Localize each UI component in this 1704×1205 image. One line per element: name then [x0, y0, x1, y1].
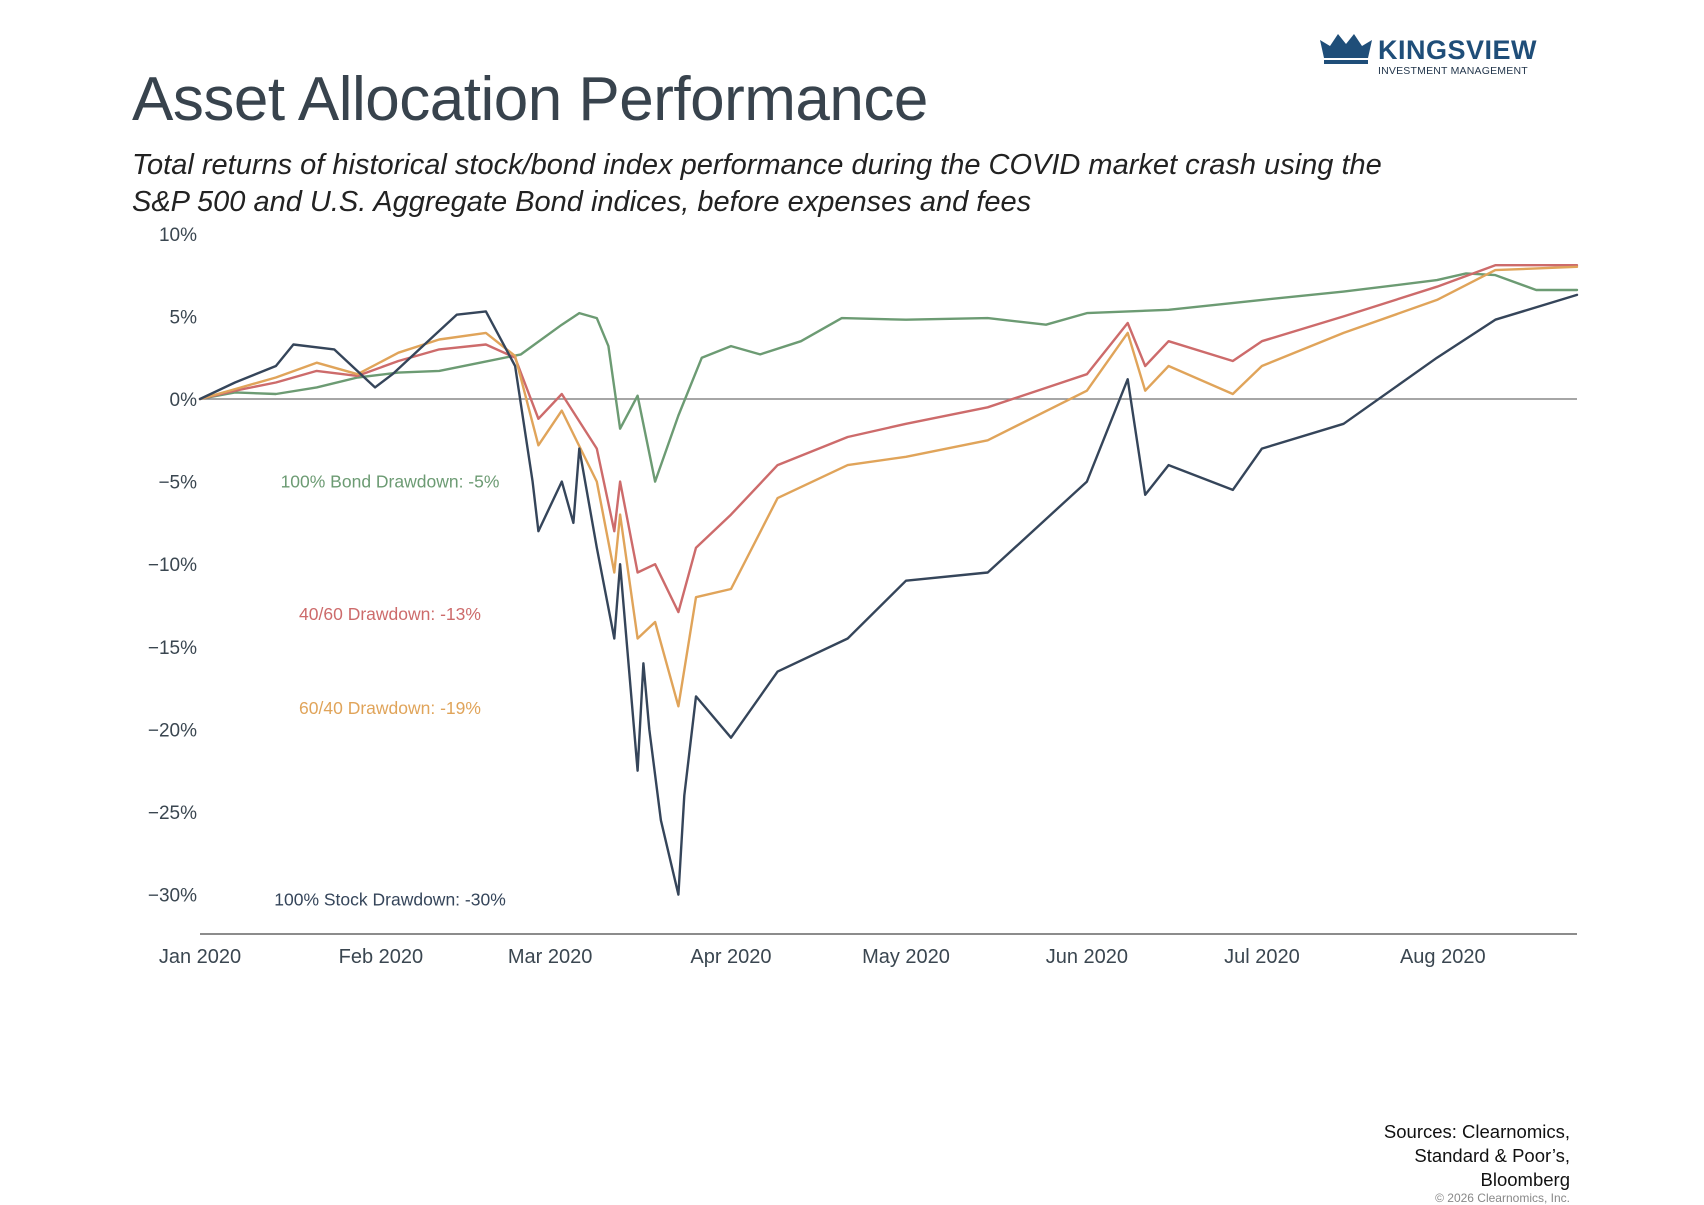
- y-tick-label: 0%: [170, 390, 198, 411]
- sources-line-3: Bloomberg: [1480, 1169, 1570, 1190]
- series-line-2: [198, 265, 1579, 708]
- y-tick-label: −20%: [148, 720, 197, 741]
- x-axis: Jan 2020 Feb 2020 Mar 2020 Apr 2020 May 2020…: [159, 946, 1486, 968]
- x-tick-label: May 2020: [862, 946, 950, 968]
- drawdown-annotation: 100% Stock Drawdown: -30%: [274, 890, 506, 910]
- drawdown-annotation: 60/40 Drawdown: -19%: [299, 698, 481, 718]
- y-tick-label: −10%: [148, 555, 197, 576]
- x-tick-label: Jan 2020: [159, 946, 241, 968]
- logo-tagline: INVESTMENT MANAGEMENT: [1378, 65, 1528, 77]
- drawdown-annotation: 40/60 Drawdown: -13%: [299, 604, 481, 624]
- y-tick-label: −25%: [148, 803, 197, 824]
- crown-icon: [1320, 34, 1372, 64]
- series-line-3: [198, 293, 1579, 896]
- x-tick-label: Jun 2020: [1046, 946, 1128, 968]
- sources-line-1: Sources: Clearnomics,: [1383, 1121, 1570, 1142]
- line-chart: 10% 5% 0% −5% −10% −15% −20% −25% −30% Jan 2020 F…: [148, 225, 1579, 968]
- x-tick-label: Jul 2020: [1224, 946, 1300, 968]
- kingsview-logo: KINGSVIEW INVESTMENT MANAGEMENT: [1320, 32, 1550, 82]
- y-axis: 10% 5% 0% −5% −10% −15% −20% −25% −30%: [148, 225, 197, 907]
- page-title: Asset Allocation Performance: [132, 65, 928, 134]
- y-tick-label: −15%: [148, 638, 197, 659]
- sources: Sources: Clearnomics, Standard & Poor’s,…: [1310, 1120, 1570, 1192]
- series-line-1: [198, 264, 1579, 614]
- x-tick-label: Mar 2020: [508, 946, 593, 968]
- y-tick-label: 5%: [170, 307, 198, 328]
- x-tick-label: Feb 2020: [339, 946, 424, 968]
- x-tick-label: Apr 2020: [690, 946, 771, 968]
- x-tick-label: Aug 2020: [1400, 946, 1486, 968]
- drawdown-annotation: 100% Bond Drawdown: -5%: [281, 472, 500, 492]
- y-tick-label: 10%: [159, 225, 197, 246]
- sources-line-2: Standard & Poor’s,: [1414, 1145, 1570, 1166]
- logo-name: KINGSVIEW: [1378, 35, 1538, 65]
- annotation-layer: 100% Bond Drawdown: -5% 40/60 Drawdown: -…: [274, 472, 506, 910]
- series-layer: [198, 264, 1579, 896]
- y-tick-label: −30%: [148, 886, 197, 907]
- series-line-0: [198, 272, 1579, 483]
- y-tick-label: −5%: [158, 473, 197, 494]
- page-subtitle: Total returns of historical stock/bond i…: [132, 149, 1382, 218]
- copyright: © 2026 Clearnomics, Inc.: [1435, 1191, 1570, 1205]
